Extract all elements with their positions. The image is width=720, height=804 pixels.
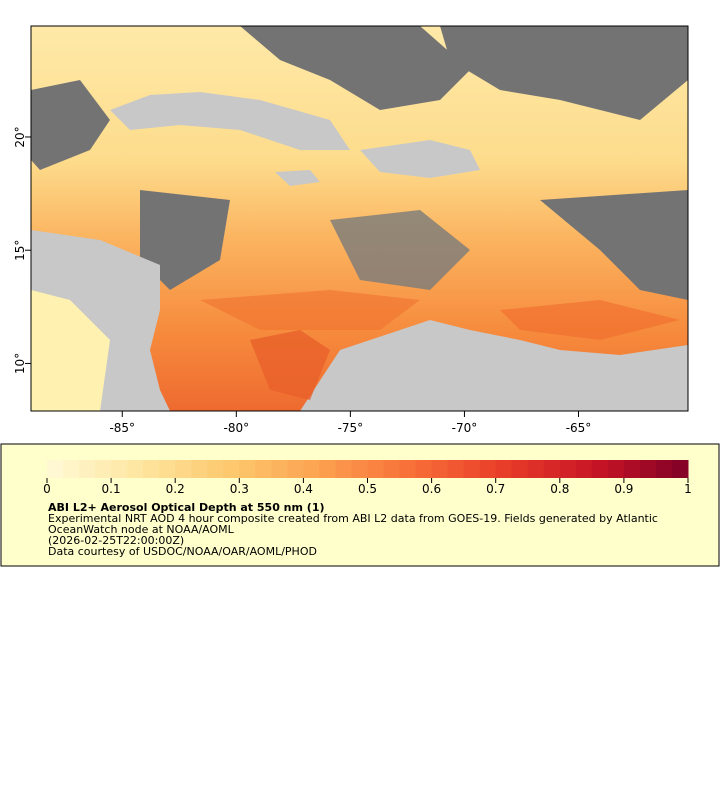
- colorbar-cell: [591, 460, 609, 478]
- colorbar-cell: [191, 460, 208, 478]
- legend-line: OceanWatch node at NOAA/AOML: [48, 523, 235, 536]
- colorbar-cell: [47, 460, 64, 478]
- colorbar-cell: [575, 460, 593, 478]
- colorbar-cell: [95, 460, 112, 478]
- y-tick-label: 15°: [13, 240, 27, 261]
- colorbar-cell: [223, 460, 240, 478]
- colorbar-cell: [175, 460, 192, 478]
- colorbar-cell: [559, 460, 577, 478]
- colorbar-cell: [431, 460, 449, 478]
- legend-line: (2026-02-25T22:00:00Z): [48, 534, 184, 547]
- colorbar-cell: [303, 460, 320, 478]
- colorbar-cell: [415, 460, 433, 478]
- x-tick-label: -85°: [109, 421, 135, 435]
- y-tick-label: 20°: [13, 126, 27, 147]
- colorbar-cell: [655, 460, 673, 478]
- colorbar-cell: [671, 460, 689, 478]
- map-image: [31, 26, 688, 411]
- colorbar-cell: [639, 460, 657, 478]
- colorbar-tick-label: 0.2: [166, 482, 185, 496]
- colorbar-cell: [127, 460, 144, 478]
- colorbar-tick-label: 0.3: [230, 482, 249, 496]
- x-tick-label: -80°: [224, 421, 250, 435]
- legend-title: ABI L2+ Aerosol Optical Depth at 550 nm …: [48, 501, 325, 514]
- colorbar-tick-label: 1: [684, 482, 692, 496]
- x-tick-label: -65°: [566, 421, 592, 435]
- colorbar-tick-label: 0.9: [614, 482, 633, 496]
- colorbar-tick-label: 0.6: [422, 482, 441, 496]
- x-tick-label: -70°: [452, 421, 478, 435]
- colorbar-cell: [463, 460, 481, 478]
- map-frame: [30, 25, 689, 412]
- colorbar-tick-label: 0.8: [550, 482, 569, 496]
- colorbar-cell: [447, 460, 465, 478]
- colorbar-cell: [79, 460, 96, 478]
- x-tick-label: -75°: [338, 421, 364, 435]
- colorbar-tick-label: 0: [43, 482, 51, 496]
- colorbar-cell: [479, 460, 497, 478]
- colorbar-cell: [335, 460, 352, 478]
- colorbar-cell: [287, 460, 304, 478]
- colorbar-tick-label: 0.1: [102, 482, 121, 496]
- colorbar-cell: [111, 460, 128, 478]
- colorbar-cell: [239, 460, 256, 478]
- colorbar-cell: [319, 460, 336, 478]
- colorbar-cell: [543, 460, 561, 478]
- colorbar-tick-label: 0.4: [294, 482, 313, 496]
- colorbar-cell: [63, 460, 80, 478]
- colorbar-cell: [527, 460, 545, 478]
- colorbar-cell: [511, 460, 529, 478]
- colorbar-tick-label: 0.7: [486, 482, 505, 496]
- colorbar-cell: [367, 460, 385, 478]
- legend-line: Data courtesy of USDOC/NOAA/OAR/AOML/PHO…: [48, 545, 317, 558]
- colorbar-cell: [159, 460, 176, 478]
- colorbar-cell: [383, 460, 401, 478]
- colorbar-cell: [399, 460, 417, 478]
- colorbar-cell: [271, 460, 288, 478]
- colorbar-cell: [623, 460, 641, 478]
- colorbar-cell: [207, 460, 224, 478]
- colorbar-cell: [255, 460, 272, 478]
- colorbar-cell: [351, 460, 368, 478]
- legend-line: Experimental NRT AOD 4 hour composite cr…: [48, 512, 658, 525]
- colorbar-cell: [143, 460, 160, 478]
- colorbar-cell: [495, 460, 513, 478]
- colorbar: 0 0.1 0.2 0.3 0.4 0.5 0.6 0.7 0.8 0.9 1: [43, 460, 692, 496]
- colorbar-cell: [607, 460, 625, 478]
- colorbar-tick-label: 0.5: [358, 482, 377, 496]
- y-tick-label: 10°: [13, 353, 27, 374]
